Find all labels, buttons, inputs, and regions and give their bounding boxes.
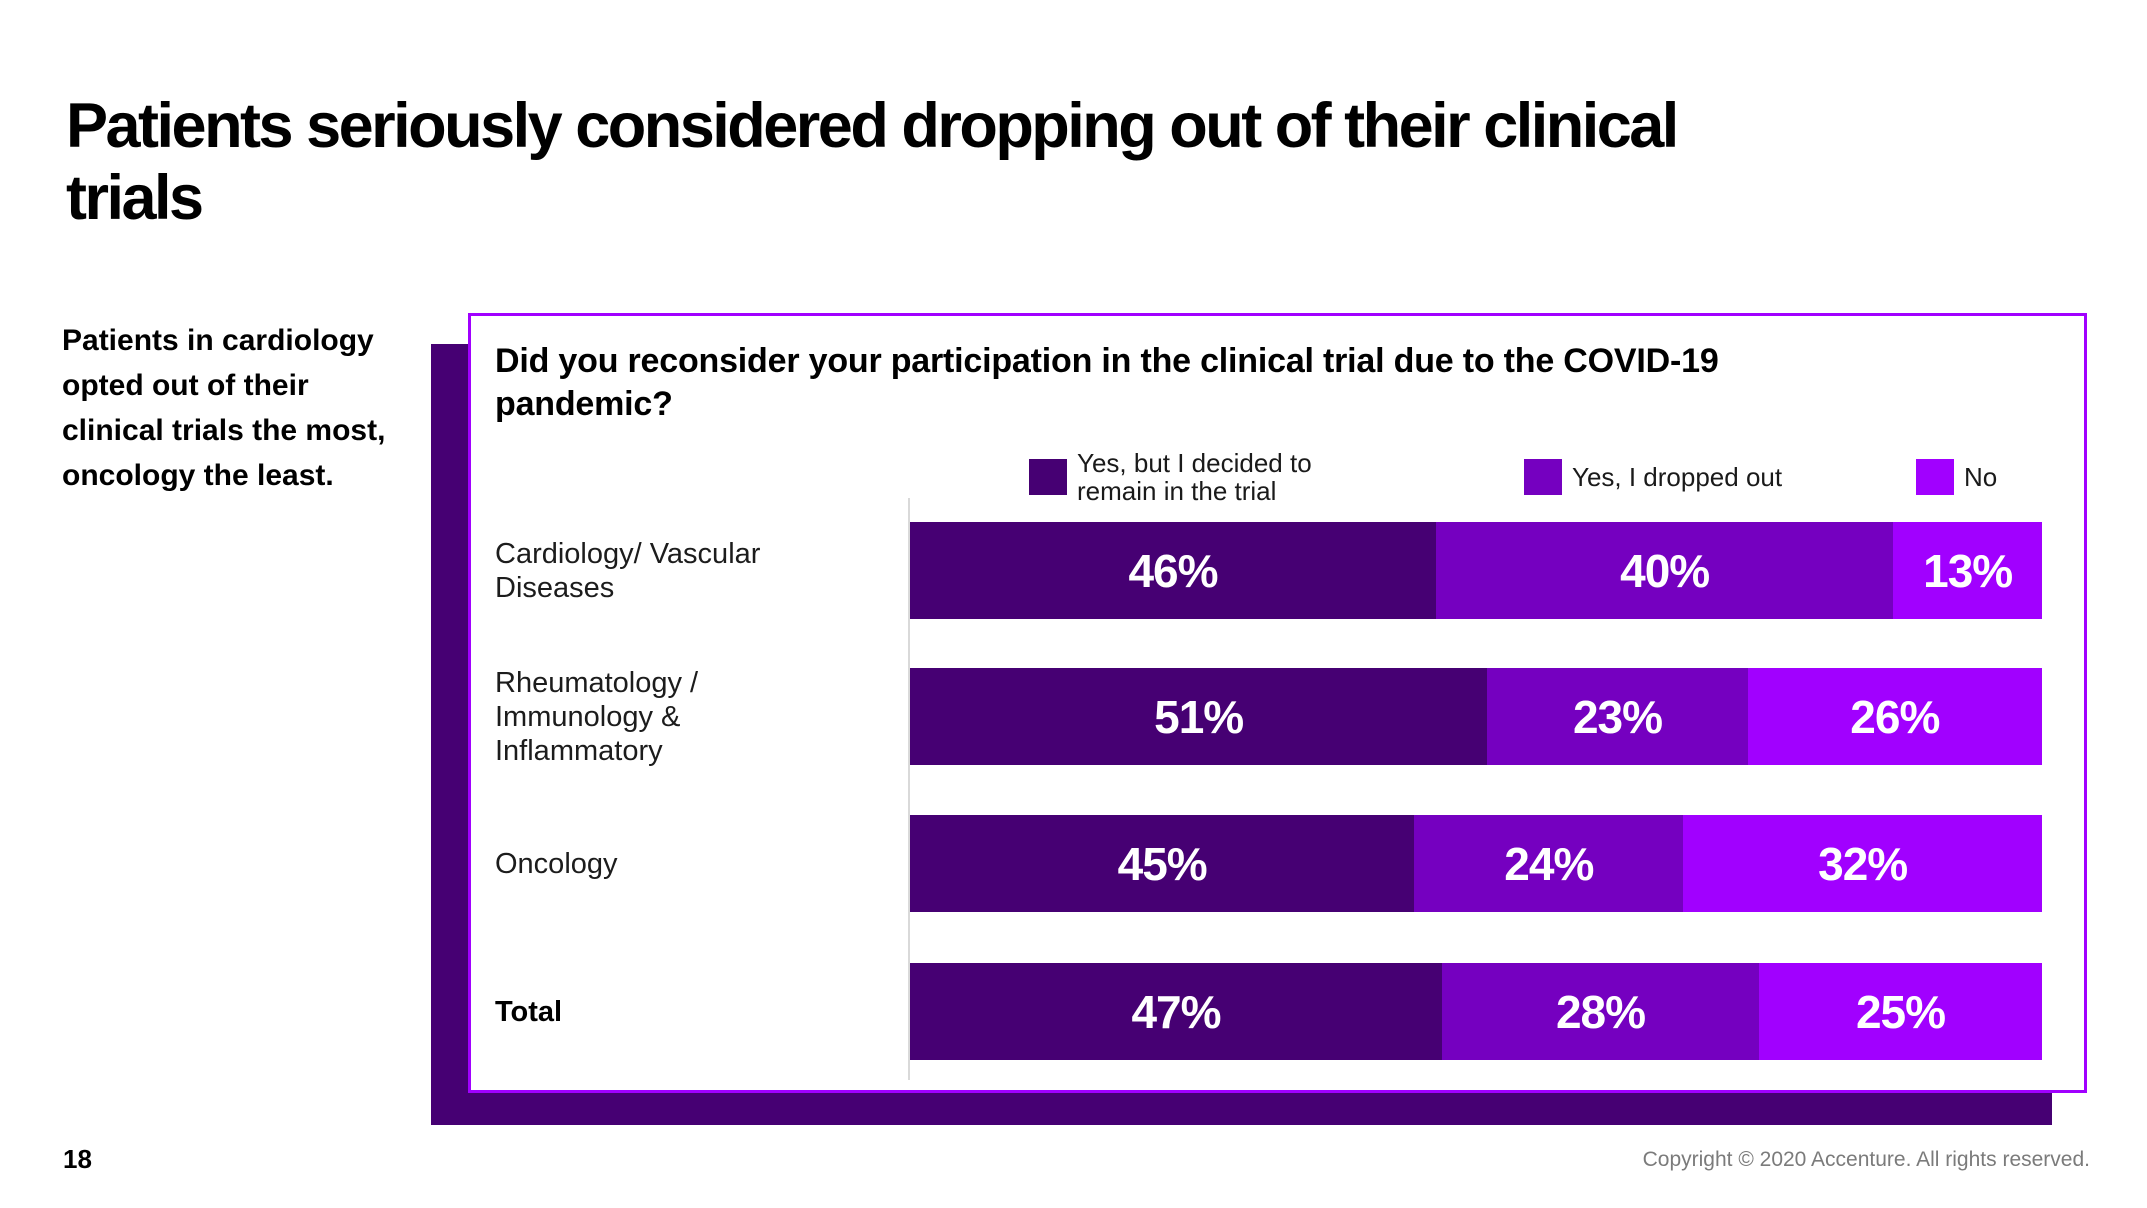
chart-canvas: Did you reconsider your participation in… bbox=[471, 316, 2084, 1090]
page-number: 18 bbox=[63, 1144, 92, 1174]
bar-segment: 45% bbox=[910, 815, 1415, 912]
bar-row: 46% 40% 13% bbox=[910, 522, 2042, 619]
bar-row: 47% 28% 25% bbox=[910, 963, 2042, 1060]
bar-segment: 13% bbox=[1893, 522, 2042, 619]
bar-value-label: 26% bbox=[1850, 690, 1940, 743]
bar-value-label: 45% bbox=[1117, 837, 1208, 890]
bar-segment: 51% bbox=[910, 668, 1488, 765]
bar-value-label: 51% bbox=[1154, 690, 1244, 743]
bar-segment: 32% bbox=[1683, 815, 2042, 912]
category-label: Cardiology/ Vascular Diseases bbox=[495, 537, 761, 604]
category-label: Rheumatology / Immunology & Inflammatory bbox=[495, 666, 699, 767]
bar-value-label: 13% bbox=[1923, 544, 2013, 597]
chart-question: Did you reconsider your participation in… bbox=[495, 342, 1719, 423]
bar-segment: 46% bbox=[910, 522, 1436, 619]
legend-item: Yes, I dropped out bbox=[1524, 458, 1782, 496]
copyright-text: Copyright © 2020 Accenture. All rights r… bbox=[1642, 1148, 2090, 1171]
chart-panel: Did you reconsider your participation in… bbox=[468, 313, 2087, 1093]
bar-value-label: 47% bbox=[1131, 985, 1221, 1038]
bar-segment: 47% bbox=[910, 963, 1443, 1060]
axis-line bbox=[908, 498, 910, 1080]
legend-swatch bbox=[1916, 459, 1954, 495]
legend-label: Yes, I dropped out bbox=[1572, 462, 1783, 492]
bar-segment: 25% bbox=[1758, 963, 2042, 1060]
category-label: Total bbox=[495, 995, 563, 1028]
legend-item: No bbox=[1916, 458, 1997, 496]
legend-label: No bbox=[1964, 462, 1998, 492]
bar-row: 51% 23% 26% bbox=[910, 668, 2042, 765]
legend-label: Yes, but I decided to remain in the tria… bbox=[1077, 448, 1312, 506]
bar-value-label: 32% bbox=[1818, 837, 1908, 890]
bar-value-label: 40% bbox=[1620, 544, 1710, 597]
bar-segment: 23% bbox=[1487, 668, 1748, 765]
legend-item: Yes, but I decided to remain in the tria… bbox=[1029, 449, 1317, 505]
bar-value-label: 24% bbox=[1504, 837, 1594, 890]
legend-swatch bbox=[1524, 459, 1562, 495]
bar-segment: 26% bbox=[1747, 668, 2042, 765]
bar-value-label: 25% bbox=[1855, 985, 1946, 1038]
callout-text: Patients in cardiology opted out of thei… bbox=[62, 324, 386, 492]
slide-title: Patients seriously considered dropping o… bbox=[66, 91, 1679, 233]
legend-swatch bbox=[1029, 459, 1067, 495]
bar-segment: 28% bbox=[1442, 963, 1759, 1060]
bar-segment: 24% bbox=[1414, 815, 1684, 912]
category-label: Oncology bbox=[495, 847, 618, 880]
bar-row: 45% 24% 32% bbox=[910, 815, 2042, 912]
bar-value-label: 46% bbox=[1128, 544, 1218, 597]
bar-value-label: 28% bbox=[1555, 985, 1646, 1038]
bar-segment: 40% bbox=[1435, 522, 1894, 619]
bar-value-label: 23% bbox=[1572, 690, 1663, 743]
